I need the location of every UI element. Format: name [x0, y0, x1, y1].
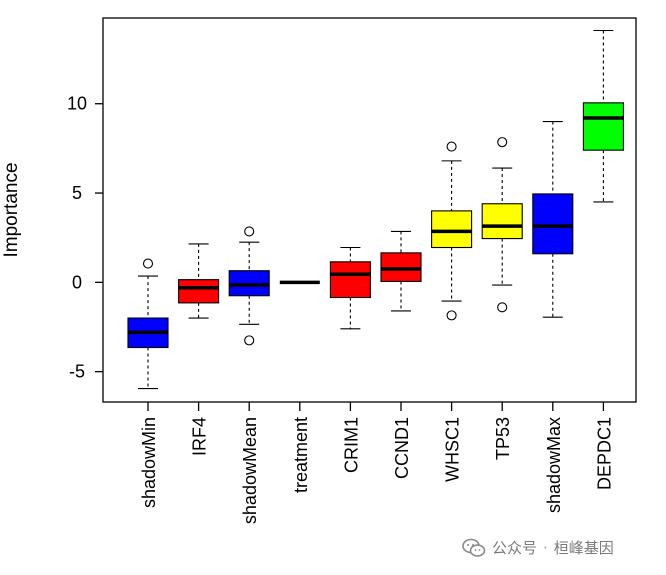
box	[380, 252, 422, 282]
watermark-text: 公众号	[492, 539, 538, 557]
plot-area: -5 0 5 10 shadowMin IRF4 shadowMean treatment CR…	[67, 17, 637, 524]
outlier-point	[244, 335, 255, 346]
x-tick-label: shadowMax	[544, 417, 564, 513]
outlier-point	[497, 137, 508, 148]
box	[431, 210, 473, 249]
box	[532, 193, 574, 255]
box	[228, 270, 270, 297]
outlier-point	[446, 310, 457, 321]
y-axis-title: Importance	[1, 162, 22, 257]
x-tick-label: shadowMin	[139, 417, 159, 508]
plot-frame	[102, 17, 637, 403]
outlier-point	[142, 258, 154, 269]
x-tick-label: treatment	[291, 417, 311, 493]
box	[178, 279, 220, 304]
watermark-brand: 桓峰基因	[553, 539, 614, 557]
x-tick-label: WHSC1	[443, 417, 463, 482]
box	[582, 102, 624, 151]
x-tick-label: TP53	[493, 417, 513, 460]
x-tick-label: IRF4	[190, 417, 210, 456]
box	[481, 203, 523, 240]
outlier-point	[497, 302, 508, 313]
watermark-separator: ·	[543, 538, 548, 557]
x-tick-label: shadowMean	[240, 417, 260, 524]
x-tick-label: CRIM1	[341, 417, 361, 473]
x-tick-label: DEPDC1	[594, 417, 614, 490]
wechat-icon	[462, 538, 486, 557]
x-tick-label: CCND1	[392, 417, 412, 479]
y-tick-label: 5	[72, 183, 82, 203]
outlier-point	[244, 226, 255, 237]
outlier-point	[446, 141, 457, 152]
y-tick-label: -5	[69, 362, 85, 382]
y-tick-label: 10	[67, 94, 87, 114]
watermark: 公众号 · 桓峰基因	[462, 537, 614, 558]
y-tick-label: 0	[72, 272, 82, 292]
box	[329, 261, 371, 299]
